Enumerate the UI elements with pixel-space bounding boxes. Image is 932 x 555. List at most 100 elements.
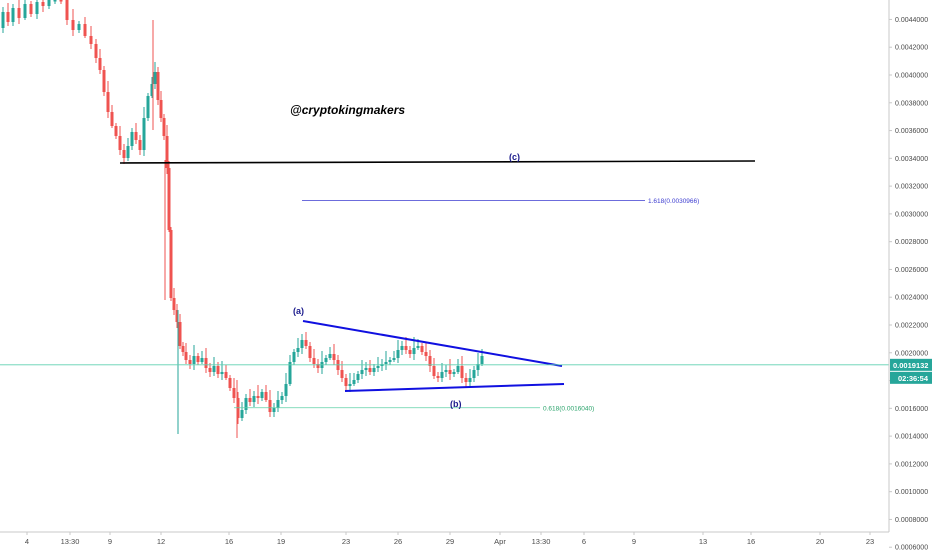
candle-body: [408, 350, 412, 354]
candle-body: [476, 364, 480, 370]
candle-body: [175, 310, 179, 322]
candle-body: [138, 140, 142, 150]
watermark-text: @cryptokingmakers: [290, 103, 405, 117]
time-tick-labels: 4 13:30 9 12 16 19 23 26 29 Apr 13:30 6 9 13 16 20 23: [25, 532, 874, 546]
candle-body: [312, 358, 316, 364]
candle-body: [224, 372, 228, 378]
candle-body: [368, 368, 372, 372]
candle-body: [284, 384, 288, 396]
candle-body: [35, 2, 39, 14]
candle-body: [172, 298, 176, 310]
countdown-text: 02:36:54: [898, 374, 929, 383]
candle-body: [220, 372, 224, 374]
candle-body: [416, 346, 420, 348]
time-axis[interactable]: 4 13:30 9 12 16 19 23 26 29 Apr 13:30 6 9 13 16 20 23: [0, 531, 889, 546]
time-tick-label: 9: [108, 537, 112, 546]
candle-body: [89, 36, 93, 44]
wave-c-label: (c): [509, 152, 520, 162]
candle-body: [240, 410, 244, 418]
price-tick-label: 0.0036000: [895, 128, 928, 135]
triangle-lower-trendline[interactable]: [344, 383, 565, 392]
time-tick-label: 12: [157, 537, 165, 546]
candle-body: [130, 132, 134, 146]
candle-body: [126, 146, 130, 158]
price-tick-label: 0.0006000: [895, 545, 928, 550]
candle-body: [332, 354, 336, 360]
candle-body: [77, 24, 81, 30]
candle-body: [17, 8, 21, 18]
candle-body: [396, 350, 400, 358]
candle-body: [272, 408, 276, 412]
candle-body: [178, 322, 182, 346]
candle-body: [328, 354, 332, 358]
candle-body: [404, 346, 408, 350]
candle-body: [248, 398, 252, 402]
candle-body: [156, 72, 160, 100]
wave-a-label: (a): [293, 306, 304, 316]
time-tick-label: 13:30: [61, 537, 80, 546]
time-tick-label: 20: [816, 537, 824, 546]
candle-body: [98, 58, 102, 70]
candle-body: [288, 362, 292, 384]
price-tick-label: 0.0028000: [895, 239, 928, 246]
candle-body: [232, 388, 236, 398]
candle-body: [110, 112, 114, 126]
time-tick-label: 16: [225, 537, 233, 546]
candle-body: [296, 348, 300, 352]
candle-body: [167, 168, 171, 230]
candle-body: [122, 150, 126, 158]
price-tick-label: 0.0038000: [895, 100, 928, 107]
candle-body: [192, 356, 196, 364]
candle-body: [340, 370, 344, 378]
candle-body: [184, 352, 188, 360]
candle-body: [65, 0, 69, 20]
candle-body: [252, 396, 256, 402]
candle-body: [364, 368, 368, 370]
candle-body: [264, 392, 268, 400]
candle-body: [436, 376, 440, 378]
candle-body: [153, 72, 157, 84]
price-tick-label: 0.0030000: [895, 211, 928, 218]
current-price-badge: [890, 358, 932, 371]
candle-body: [352, 380, 356, 384]
candle-body: [356, 374, 360, 380]
candle-body: [276, 400, 280, 408]
candle-body: [146, 96, 150, 118]
candle-body: [384, 362, 388, 364]
price-tick-label: 0.0020000: [895, 350, 928, 357]
candle-body: [208, 368, 212, 372]
candle-body: [228, 378, 232, 388]
candle-body: [41, 2, 45, 6]
triangle-upper-trendline[interactable]: [302, 320, 563, 367]
price-tick-label: 0.0032000: [895, 184, 928, 191]
candle-body: [71, 20, 75, 30]
price-tick-label: 0.0042000: [895, 45, 928, 52]
candle-body: [376, 366, 380, 368]
price-axis[interactable]: 0.0044000 0.0042000 0.0040000 0.0038000 0.00…: [888, 0, 932, 552]
candle-body: [344, 378, 348, 386]
candle-body: [440, 372, 444, 378]
drawings[interactable]: [0, 160, 889, 409]
candle-body: [300, 340, 304, 348]
fib-1618-label: 1.618(0.0030966): [648, 198, 699, 205]
candle-body: [256, 396, 260, 398]
fib-0618-label: 0.618(0.0016040): [543, 405, 594, 412]
resistance-trendline[interactable]: [119, 160, 756, 164]
price-tick-label: 0.0034000: [895, 156, 928, 163]
candle-body: [134, 132, 138, 140]
price-tick-label: 0.0010000: [895, 489, 928, 496]
time-tick-label: 19: [277, 537, 285, 546]
candle-body: [6, 12, 10, 22]
price-tick-label: 0.0040000: [895, 73, 928, 80]
price-tick-labels: 0.0044000 0.0042000 0.0040000 0.0038000 0.00…: [889, 17, 928, 552]
candle-body: [360, 370, 364, 374]
candle-body: [106, 92, 110, 112]
candle-body: [165, 136, 169, 168]
candle-body: [292, 352, 296, 362]
candle-body: [464, 378, 468, 382]
time-tick-label: 6: [582, 537, 586, 546]
time-tick-label: 4: [25, 537, 29, 546]
candle-body: [280, 396, 284, 400]
